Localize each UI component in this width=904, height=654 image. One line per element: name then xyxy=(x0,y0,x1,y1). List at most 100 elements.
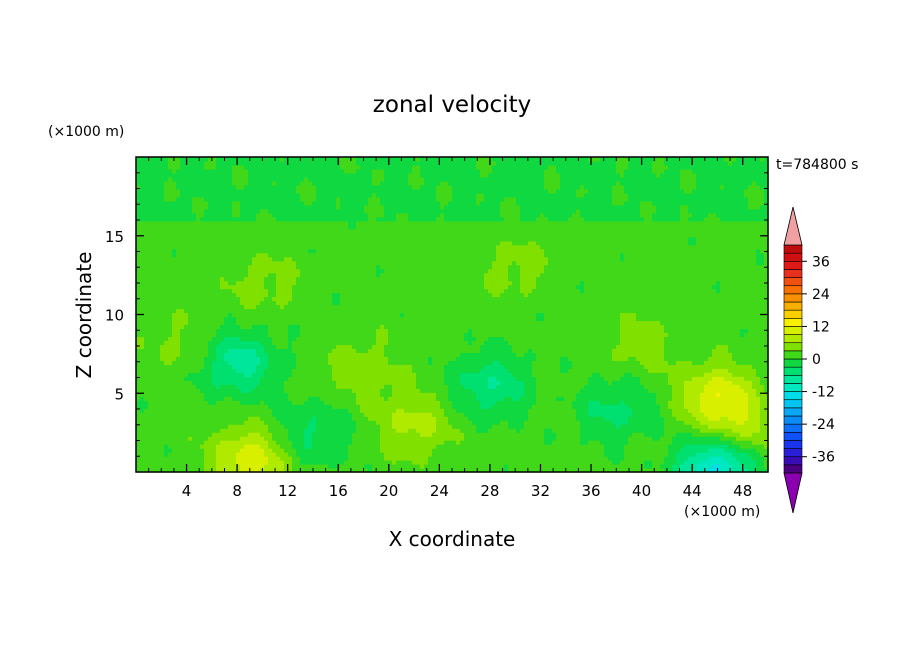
contour-cell xyxy=(348,340,353,345)
contour-cell xyxy=(272,273,277,278)
contour-cell xyxy=(260,181,265,186)
contour-cell xyxy=(248,384,253,389)
contour-cell xyxy=(360,368,365,373)
contour-cell xyxy=(316,237,321,242)
contour-cell xyxy=(320,456,325,461)
contour-cell xyxy=(148,320,153,325)
contour-cell xyxy=(260,205,265,210)
contour-cell xyxy=(232,253,237,258)
contour-cell xyxy=(168,241,173,246)
contour-cell xyxy=(220,352,225,357)
contour-cell xyxy=(372,388,377,393)
contour-cell xyxy=(292,464,297,469)
contour-cell xyxy=(140,225,145,230)
contour-cell xyxy=(304,221,309,226)
contour-cell xyxy=(152,217,157,222)
contour-cell xyxy=(224,313,229,318)
contour-cell xyxy=(336,376,341,381)
contour-cell xyxy=(284,328,289,333)
contour-cell xyxy=(196,313,201,318)
contour-cell xyxy=(260,213,265,218)
contour-cell xyxy=(180,181,185,186)
contour-cell xyxy=(300,181,305,186)
contour-cell xyxy=(228,249,233,254)
contour-cell xyxy=(200,432,205,437)
contour-cell xyxy=(356,392,361,397)
contour-cell xyxy=(360,185,365,190)
contour-cell xyxy=(192,432,197,437)
contour-cell xyxy=(172,376,177,381)
contour-cell xyxy=(176,452,181,457)
contour-cell xyxy=(320,392,325,397)
contour-cell xyxy=(288,428,293,433)
contour-cell xyxy=(208,289,213,294)
contour-cell xyxy=(140,388,145,393)
contour-cell xyxy=(344,205,349,210)
contour-cell xyxy=(312,197,317,202)
contour-cell xyxy=(264,332,269,337)
contour-cell xyxy=(140,229,145,234)
contour-cell xyxy=(264,169,269,174)
contour-cell xyxy=(232,424,237,429)
contour-cell xyxy=(228,237,233,242)
contour-cell xyxy=(180,360,185,365)
contour-cell xyxy=(336,165,341,170)
contour-cell xyxy=(276,460,281,465)
contour-cell xyxy=(240,169,245,174)
contour-cell xyxy=(364,245,369,250)
contour-cell xyxy=(304,201,309,206)
contour-cell xyxy=(252,257,257,262)
contour-cell xyxy=(368,273,373,278)
contour-cell xyxy=(152,273,157,278)
contour-cell xyxy=(352,364,357,369)
contour-cell xyxy=(324,396,329,401)
contour-cell xyxy=(340,233,345,238)
contour-cell xyxy=(188,301,193,306)
contour-cell xyxy=(180,444,185,449)
contour-cell xyxy=(368,169,373,174)
contour-cell xyxy=(376,253,381,258)
contour-cell xyxy=(192,428,197,433)
contour-cell xyxy=(364,344,369,349)
contour-cell xyxy=(360,400,365,405)
contour-cell xyxy=(324,452,329,457)
contour-cell xyxy=(368,297,373,302)
contour-cell xyxy=(196,205,201,210)
contour-cell xyxy=(372,177,377,182)
contour-cell xyxy=(264,408,269,413)
contour-cell xyxy=(320,436,325,441)
contour-cell xyxy=(224,404,229,409)
contour-cell xyxy=(296,205,301,210)
contour-cell xyxy=(268,309,273,314)
contour-cell xyxy=(360,352,365,357)
contour-cell xyxy=(300,245,305,250)
contour-cell xyxy=(380,177,385,182)
contour-cell xyxy=(228,424,233,429)
contour-cell xyxy=(308,305,313,310)
contour-cell xyxy=(268,257,273,262)
contour-cell xyxy=(376,432,381,437)
contour-cell xyxy=(352,241,357,246)
contour-cell xyxy=(264,436,269,441)
contour-cell xyxy=(384,356,389,361)
contour-cell xyxy=(200,460,205,465)
contour-cell xyxy=(232,316,237,321)
contour-cell xyxy=(300,289,305,294)
contour-cell xyxy=(316,161,321,166)
contour-cell xyxy=(144,165,149,170)
contour-cell xyxy=(188,209,193,214)
contour-cell xyxy=(208,213,213,218)
contour-cell xyxy=(224,456,229,461)
contour-cell xyxy=(196,273,201,278)
contour-cell xyxy=(264,297,269,302)
contour-cell xyxy=(296,221,301,226)
contour-cell xyxy=(188,392,193,397)
contour-cell xyxy=(208,348,213,353)
contour-cell xyxy=(240,388,245,393)
contour-cell xyxy=(176,380,181,385)
contour-cell xyxy=(264,384,269,389)
contour-cell xyxy=(312,189,317,194)
contour-cell xyxy=(324,285,329,290)
contour-cell xyxy=(348,396,353,401)
contour-cell xyxy=(304,289,309,294)
